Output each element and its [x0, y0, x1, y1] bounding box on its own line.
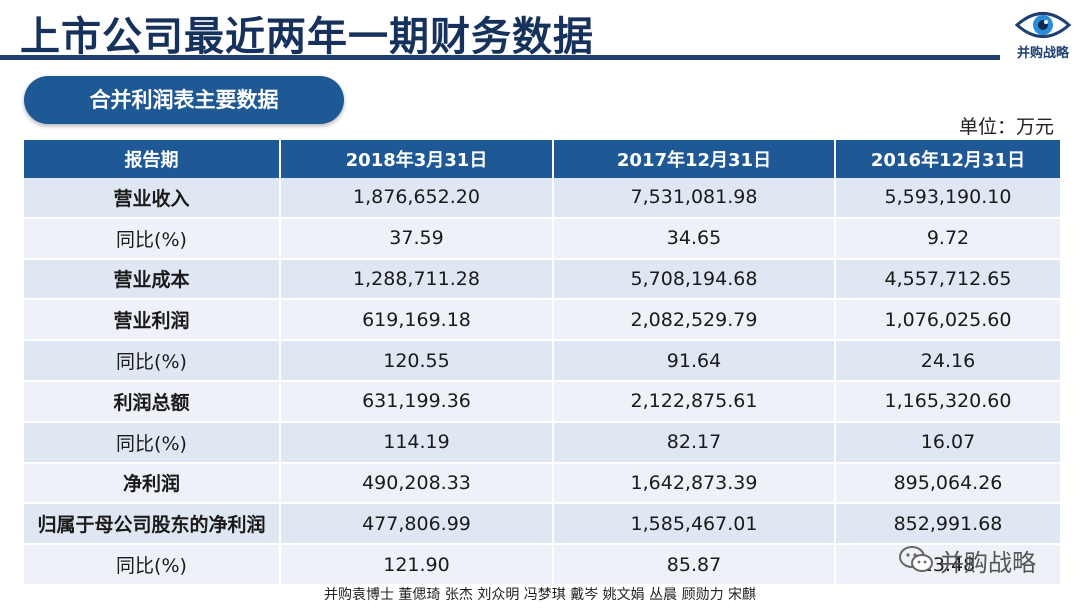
row-label: 同比(%) [24, 421, 281, 464]
table-cell: 1,642,873.39 [553, 462, 836, 505]
wechat-watermark: 并购战略 [898, 540, 1036, 580]
table-row: 归属于母公司股东的净利润 477,806.99 1,585,467.01 852,99… [24, 503, 1060, 546]
table-header-row: 报告期 2018年3月31日 2017年12月31日 2016年12月31日 [24, 140, 1060, 178]
table-cell: 9.72 [835, 217, 1060, 260]
table-cell: 477,806.99 [280, 503, 554, 546]
table-row: 营业成本 1,288,711.28 5,708,194.68 4,557,712.65 [24, 258, 1060, 301]
table-cell: 1,165,320.60 [835, 380, 1060, 423]
income-statement-table: 报告期 2018年3月31日 2017年12月31日 2016年12月31日 营… [24, 140, 1060, 586]
table-cell: 1,585,467.01 [553, 503, 836, 546]
row-label: 同比(%) [24, 217, 281, 260]
table-cell: 895,064.26 [835, 462, 1060, 505]
unit-label: 单位：万元 [958, 116, 1054, 138]
eye-icon [1015, 12, 1071, 38]
table-row: 营业利润 619,169.18 2,082,529.79 1,076,025.60 [24, 299, 1060, 342]
row-label: 营业收入 [24, 178, 281, 219]
row-label: 归属于母公司股东的净利润 [24, 503, 281, 546]
table-cell: 24.16 [835, 340, 1060, 382]
table-row: 净利润 490,208.33 1,642,873.39 895,064.26 [24, 462, 1060, 505]
table-cell: 4,557,712.65 [835, 258, 1060, 301]
row-label: 营业成本 [24, 258, 281, 301]
table-cell: 114.19 [280, 421, 554, 464]
table-cell: 852,991.68 [835, 503, 1060, 546]
table-cell: 2,082,529.79 [553, 299, 836, 342]
header-2017: 2017年12月31日 [553, 140, 836, 178]
brand-logo: 并购战略 [1010, 8, 1076, 64]
wechat-icon [899, 546, 933, 572]
table-row: 营业收入 1,876,652.20 7,531,081.98 5,593,190.10 [24, 178, 1060, 219]
table-cell: 1,076,025.60 [835, 299, 1060, 342]
table-cell: 82.17 [553, 421, 836, 464]
row-label: 营业利润 [24, 299, 281, 342]
watermark-text: 并购战略 [940, 548, 1036, 577]
table-row: 同比(%) 120.55 91.64 24.16 [24, 340, 1060, 382]
row-label: 净利润 [24, 462, 281, 505]
section-label: 合并利润表主要数据 [24, 76, 344, 124]
table-cell: 5,708,194.68 [553, 258, 836, 301]
header-2016: 2016年12月31日 [835, 140, 1060, 178]
table-cell: 37.59 [280, 217, 554, 260]
table-row: 同比(%) 114.19 82.17 16.07 [24, 421, 1060, 464]
table-cell: 91.64 [553, 340, 836, 382]
table-cell: 1,876,652.20 [280, 178, 554, 219]
table-row: 同比(%) 37.59 34.65 9.72 [24, 217, 1060, 260]
table-cell: 34.65 [553, 217, 836, 260]
table-cell: 619,169.18 [280, 299, 554, 342]
table-cell: 5,593,190.10 [835, 178, 1060, 219]
row-label: 利润总额 [24, 380, 281, 423]
table-cell: 120.55 [280, 340, 554, 382]
header-2018q1: 2018年3月31日 [280, 140, 554, 178]
table-cell: 7,531,081.98 [553, 178, 836, 219]
title-divider [0, 55, 1000, 60]
table-cell: 121.90 [280, 544, 554, 586]
table-cell: 16.07 [835, 421, 1060, 464]
row-label: 同比(%) [24, 544, 281, 586]
table-cell: 2,122,875.61 [553, 380, 836, 423]
table-cell: 85.87 [553, 544, 836, 586]
table-cell: 490,208.33 [280, 462, 554, 505]
page-title: 上市公司最近两年一期财务数据 [20, 14, 594, 60]
row-label: 同比(%) [24, 340, 281, 382]
logo-text: 并购战略 [1016, 46, 1069, 61]
footer-credits: 并购袁博士 董偲琦 张杰 刘众明 冯梦琪 戴岑 姚文娟 丛晨 顾勋力 宋麒 [323, 587, 757, 603]
table-row: 同比(%) 121.90 85.87 13.48 [24, 544, 1060, 586]
header-period: 报告期 [24, 140, 281, 178]
table-cell: 13.48 [835, 544, 1060, 586]
table-cell: 1,288,711.28 [280, 258, 554, 301]
table-cell: 631,199.36 [280, 380, 554, 423]
table-row: 利润总额 631,199.36 2,122,875.61 1,165,320.60 [24, 380, 1060, 423]
